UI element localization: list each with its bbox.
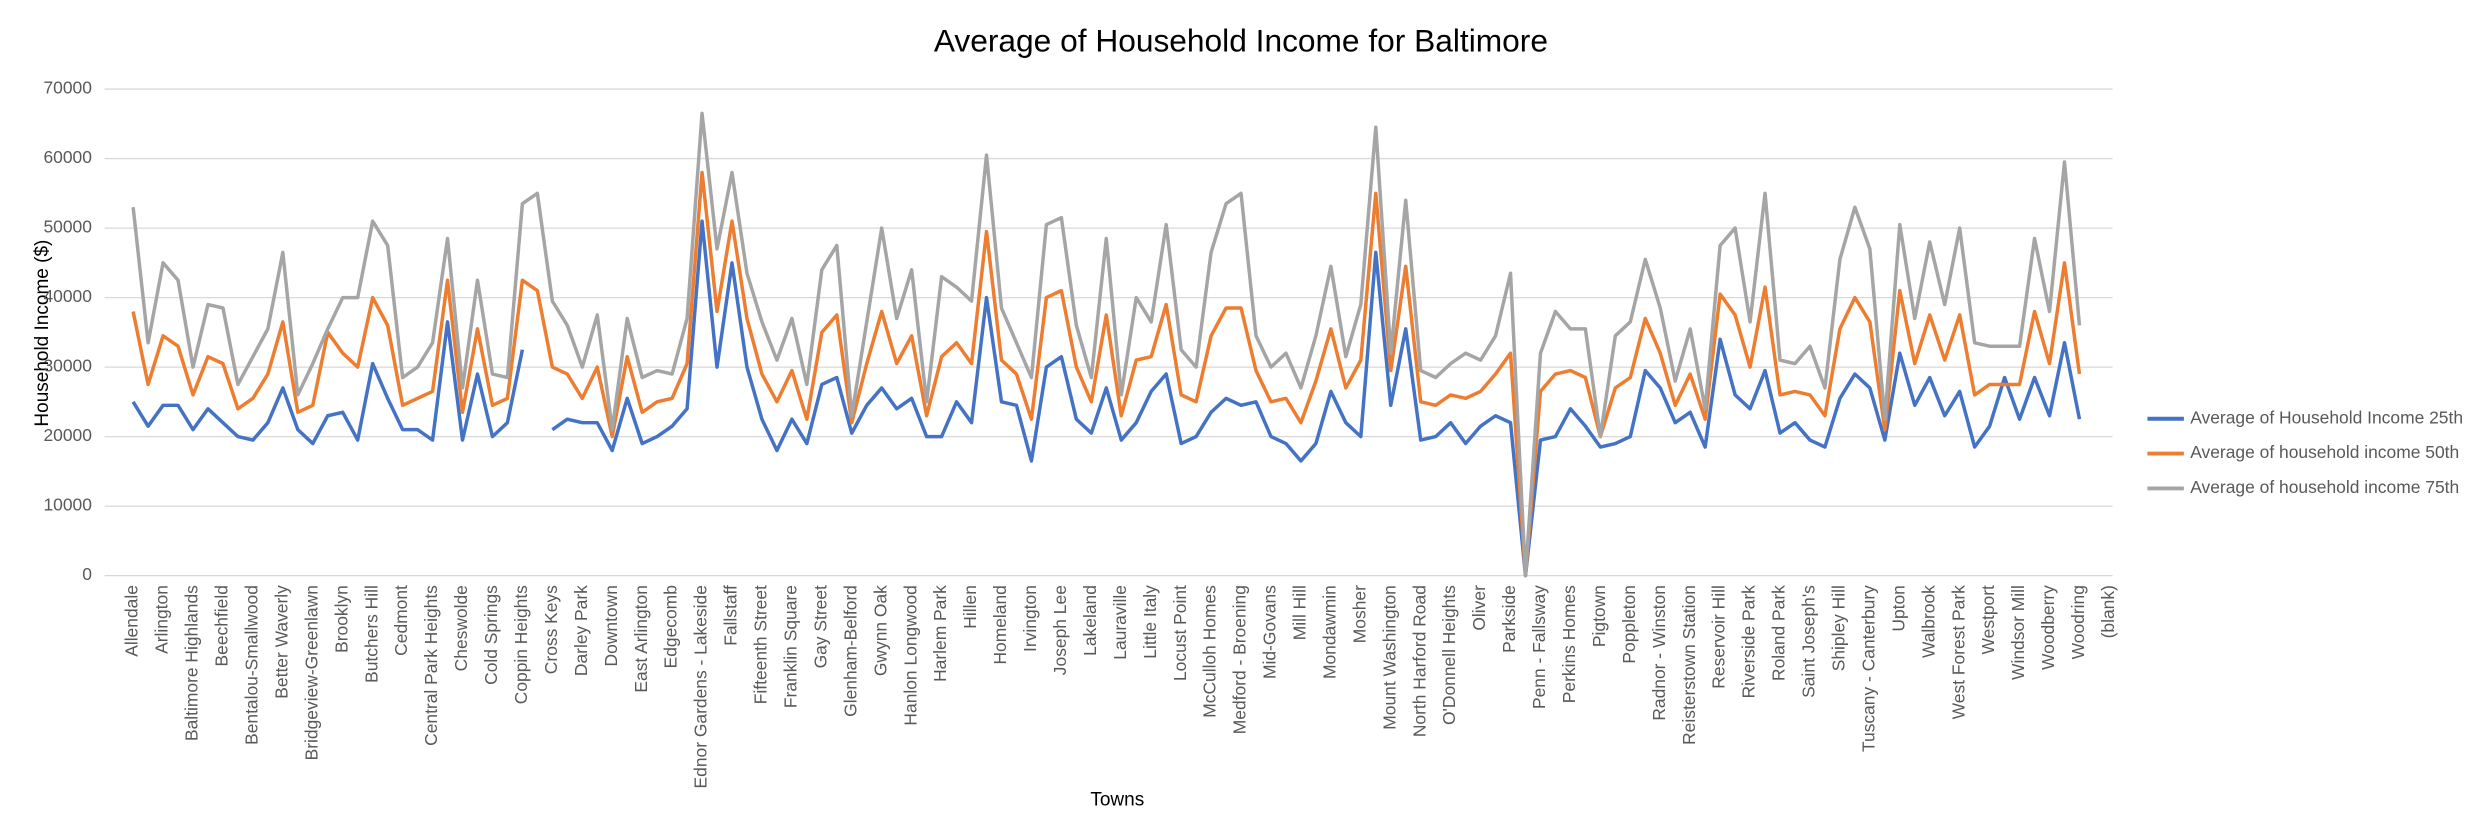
legend-label: Average of household income 75th bbox=[2190, 477, 2459, 497]
x-tick-label: Butchers Hill bbox=[361, 585, 381, 683]
y-tick-label: 70000 bbox=[43, 78, 92, 98]
series-line bbox=[131, 170, 2082, 578]
x-tick-label: (blank) bbox=[2098, 585, 2118, 638]
y-tick-label: 50000 bbox=[43, 217, 92, 237]
y-tick-label: 60000 bbox=[43, 147, 92, 167]
y-tick-label: 0 bbox=[82, 564, 92, 584]
x-tick-label: Joseph Lee bbox=[1050, 585, 1070, 675]
x-tick-label: Bridgeview-Greenlawn bbox=[301, 585, 321, 760]
y-tick-label: 20000 bbox=[43, 425, 92, 445]
x-tick-label: Mosher bbox=[1349, 585, 1369, 643]
x-tick-label: North Harford Road bbox=[1409, 585, 1429, 737]
x-tick-label: Saint Joseph's bbox=[1799, 585, 1819, 698]
x-tick-label: Woodberry bbox=[2038, 585, 2058, 670]
x-tick-label: Mondawmin bbox=[1319, 585, 1339, 679]
series-line bbox=[131, 111, 2082, 578]
x-tick-label: Lauraville bbox=[1110, 585, 1130, 660]
x-tick-label: Bentalou-Smallwood bbox=[242, 585, 262, 745]
x-tick-label: Westport bbox=[1978, 585, 1998, 655]
x-tick-label: Upton bbox=[1888, 585, 1908, 632]
x-tick-label: Harlem Park bbox=[930, 585, 950, 682]
x-tick-label: Oliver bbox=[1469, 585, 1489, 631]
x-tick-label: Arlington bbox=[152, 585, 172, 654]
x-tick-label: Little Italy bbox=[1140, 585, 1160, 659]
x-tick-label: Mid-Govans bbox=[1260, 585, 1280, 679]
x-tick-label: Downtown bbox=[601, 585, 621, 666]
y-axis-title: Household Income ($) bbox=[32, 240, 53, 427]
x-tick-label: O'Donnell Heights bbox=[1439, 585, 1459, 725]
x-tick-label: Darley Park bbox=[571, 585, 591, 676]
x-tick-label: Glenham-Belford bbox=[840, 585, 860, 717]
y-tick-label: 30000 bbox=[43, 356, 92, 376]
y-tick-label: 10000 bbox=[43, 495, 92, 515]
x-tick-label: Pigtown bbox=[1589, 585, 1609, 647]
x-tick-label: Walbrook bbox=[1918, 585, 1938, 658]
x-tick-label: Cross Keys bbox=[541, 585, 561, 674]
x-tick-label: Homeland bbox=[990, 585, 1010, 664]
x-tick-label: Tuscany - Canterbury bbox=[1858, 585, 1878, 752]
legend-label: Average of Household Income 25th bbox=[2190, 407, 2463, 427]
x-tick-label: McCulloh Homes bbox=[1200, 585, 1220, 718]
chart-title: Average of Household Income for Baltimor… bbox=[934, 22, 1548, 58]
x-tick-label: Penn - Fallsway bbox=[1529, 585, 1549, 709]
x-tick-label: Central Park Heights bbox=[421, 585, 441, 746]
x-tick-label: Baltimore Highlands bbox=[182, 585, 202, 741]
x-tick-label: Ednor Gardens - Lakeside bbox=[691, 585, 711, 788]
series-line bbox=[131, 219, 2082, 578]
x-tick-label: Windsor Mill bbox=[2008, 585, 2028, 680]
x-tick-label: West Forest Park bbox=[1948, 585, 1968, 720]
x-tick-label: Brooklyn bbox=[331, 585, 351, 653]
x-axis-title: Towns bbox=[1090, 790, 1144, 811]
x-tick-label: Allendale bbox=[122, 585, 142, 657]
x-tick-label: Parkside bbox=[1499, 585, 1519, 653]
x-tick-label: Perkins Homes bbox=[1559, 585, 1579, 703]
x-tick-label: Shipley Hill bbox=[1829, 585, 1849, 671]
x-tick-label: Mill Hill bbox=[1290, 585, 1310, 640]
x-tick-label: Medford - Broening bbox=[1230, 585, 1250, 734]
x-tick-label: Cheswolde bbox=[451, 585, 471, 671]
x-tick-label: Mount Washington bbox=[1379, 585, 1399, 730]
x-tick-label: Irvington bbox=[1020, 585, 1040, 652]
x-tick-label: Poppleton bbox=[1619, 585, 1639, 663]
x-tick-label: Fifteenth Street bbox=[751, 585, 771, 704]
x-tick-label: Radnor - Winston bbox=[1649, 585, 1669, 721]
x-tick-label: Riverside Park bbox=[1739, 585, 1759, 699]
x-tick-label: Better Waverly bbox=[271, 585, 291, 699]
x-tick-label: Hillen bbox=[960, 585, 980, 629]
x-tick-label: Beechfield bbox=[212, 585, 232, 666]
x-tick-label: Gwynn Oak bbox=[870, 585, 890, 676]
x-tick-label: East Arlington bbox=[631, 585, 651, 693]
x-tick-label: Edgecomb bbox=[661, 585, 681, 668]
x-tick-label: Franklin Square bbox=[780, 585, 800, 708]
x-tick-label: Cold Springs bbox=[481, 585, 501, 685]
x-tick-label: Roland Park bbox=[1769, 585, 1789, 681]
x-tick-label: Gay Street bbox=[810, 585, 830, 668]
x-tick-label: Coppin Heights bbox=[511, 585, 531, 704]
x-tick-label: Fallstaff bbox=[721, 585, 741, 646]
x-tick-label: Locust Point bbox=[1170, 585, 1190, 681]
x-tick-label: Hanlon Longwood bbox=[900, 585, 920, 725]
x-tick-label: Lakeland bbox=[1080, 585, 1100, 656]
x-tick-label: Woodring bbox=[2068, 585, 2088, 659]
x-tick-label: Reservoir Hill bbox=[1709, 585, 1729, 689]
x-tick-label: Cedmont bbox=[391, 585, 411, 656]
y-tick-label: 40000 bbox=[43, 286, 92, 306]
legend-label: Average of household income 50th bbox=[2190, 442, 2459, 462]
x-tick-label: Reisterstown Station bbox=[1679, 585, 1699, 745]
